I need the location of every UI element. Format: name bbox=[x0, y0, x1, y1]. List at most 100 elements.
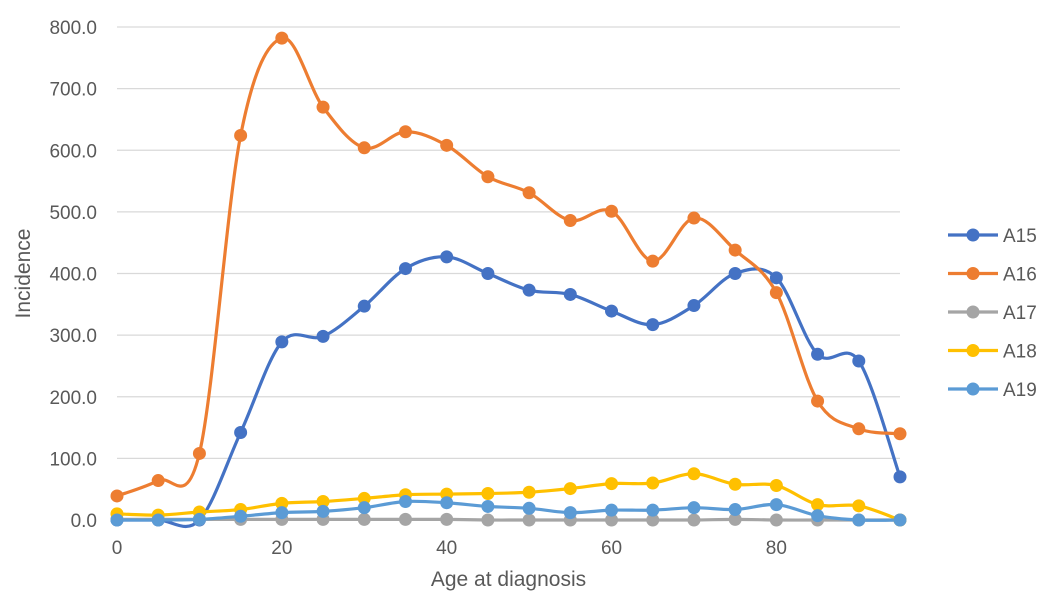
data-point-a15 bbox=[852, 354, 866, 368]
data-point-a15 bbox=[440, 250, 454, 264]
data-point-a16 bbox=[151, 474, 165, 488]
data-point-a17 bbox=[440, 512, 454, 526]
data-point-a16 bbox=[398, 125, 412, 139]
data-point-a18 bbox=[275, 496, 289, 510]
x-axis-tick-labels: 0 20 40 60 80 bbox=[112, 538, 787, 559]
y-tick-label: 700.0 bbox=[49, 80, 97, 101]
y-tick-label: 500.0 bbox=[49, 203, 97, 224]
x-axis-title: Age at diagnosis bbox=[431, 568, 586, 591]
legend-label-a16: A16 bbox=[1003, 265, 1037, 286]
data-point-a16 bbox=[687, 211, 701, 225]
data-point-a18 bbox=[605, 477, 619, 491]
legend-label-a18: A18 bbox=[1003, 342, 1037, 363]
data-point-a19 bbox=[893, 513, 907, 527]
data-point-a19 bbox=[398, 495, 412, 509]
data-point-a15 bbox=[687, 299, 701, 313]
data-point-a17 bbox=[769, 513, 783, 527]
data-point-a16 bbox=[522, 186, 536, 200]
y-axis-title: Incidence bbox=[12, 229, 35, 319]
data-point-a15 bbox=[522, 283, 536, 297]
series-markers bbox=[110, 31, 907, 527]
data-point-a17 bbox=[398, 512, 412, 526]
series-lines bbox=[115, 36, 902, 529]
series-markers-a19 bbox=[110, 495, 907, 527]
y-tick-label: 100.0 bbox=[49, 449, 97, 470]
data-point-a16 bbox=[893, 427, 907, 441]
data-point-a19 bbox=[563, 506, 577, 520]
gridlines bbox=[117, 26, 900, 521]
data-point-a17 bbox=[687, 513, 701, 527]
data-point-a15 bbox=[481, 267, 495, 280]
y-axis-tick-labels: 0.0 100.0 200.0 300.0 400.0 500.0 600.0 700.0 80… bbox=[49, 18, 97, 532]
data-point-a16 bbox=[481, 170, 495, 184]
data-point-a17 bbox=[481, 513, 495, 527]
legend-item-a15: A15 bbox=[948, 226, 1037, 247]
legend-label-a19: A19 bbox=[1003, 380, 1037, 401]
legend: A15 A16 A17 A18 A19 bbox=[948, 226, 1037, 401]
x-tick-label: 0 bbox=[112, 538, 123, 559]
y-tick-label: 400.0 bbox=[49, 265, 97, 286]
data-point-a15 bbox=[275, 335, 289, 349]
data-point-a15 bbox=[728, 267, 742, 280]
data-point-a19 bbox=[522, 501, 536, 515]
data-point-a19 bbox=[110, 513, 124, 527]
data-point-a16 bbox=[605, 204, 619, 218]
data-point-a19 bbox=[728, 503, 742, 517]
data-point-a16 bbox=[192, 446, 206, 460]
legend-marker-a19 bbox=[966, 382, 980, 396]
data-point-a15 bbox=[646, 318, 660, 332]
data-point-a16 bbox=[275, 31, 289, 45]
data-point-a16 bbox=[811, 394, 825, 408]
data-point-a18 bbox=[357, 491, 371, 505]
data-point-a17 bbox=[357, 512, 371, 526]
data-point-a15 bbox=[605, 304, 619, 318]
legend-marker-a16 bbox=[966, 267, 980, 280]
legend-item-a18: A18 bbox=[948, 342, 1037, 363]
data-point-a16 bbox=[646, 254, 660, 268]
data-point-a17 bbox=[605, 513, 619, 527]
data-point-a19 bbox=[646, 503, 660, 517]
data-point-a19 bbox=[605, 503, 619, 517]
data-point-a19 bbox=[357, 501, 371, 515]
data-point-a18 bbox=[811, 498, 825, 512]
data-point-a19 bbox=[852, 513, 866, 527]
data-point-a16 bbox=[234, 128, 248, 142]
data-point-a16 bbox=[316, 100, 330, 114]
data-point-a15 bbox=[563, 287, 577, 301]
data-point-a18 bbox=[852, 499, 866, 513]
y-tick-label: 200.0 bbox=[49, 388, 97, 409]
y-tick-label: 600.0 bbox=[49, 141, 97, 162]
data-point-a15 bbox=[398, 262, 412, 276]
data-point-a18 bbox=[646, 476, 660, 490]
series-line-a18 bbox=[115, 472, 902, 522]
x-tick-label: 40 bbox=[436, 538, 457, 559]
data-point-a16 bbox=[440, 138, 454, 152]
data-point-a15 bbox=[811, 347, 825, 361]
data-point-a15 bbox=[357, 299, 371, 313]
data-point-a19 bbox=[440, 496, 454, 510]
data-point-a16 bbox=[563, 214, 577, 228]
data-point-a18 bbox=[522, 485, 536, 499]
y-tick-label: 800.0 bbox=[49, 18, 97, 39]
data-point-a15 bbox=[234, 425, 248, 439]
data-point-a18 bbox=[728, 477, 742, 491]
data-point-a18 bbox=[769, 478, 783, 492]
data-point-a18 bbox=[563, 482, 577, 496]
x-tick-label: 20 bbox=[271, 538, 292, 559]
data-point-a19 bbox=[769, 498, 783, 512]
data-point-a19 bbox=[316, 504, 330, 518]
data-point-a18 bbox=[687, 467, 701, 481]
data-point-a18 bbox=[481, 487, 495, 501]
legend-marker-a17 bbox=[966, 305, 980, 319]
y-tick-label: 0.0 bbox=[71, 511, 97, 532]
legend-label-a17: A17 bbox=[1003, 303, 1037, 324]
y-tick-label: 300.0 bbox=[49, 326, 97, 347]
legend-marker-a18 bbox=[966, 344, 980, 357]
data-point-a16 bbox=[852, 422, 866, 436]
data-point-a15 bbox=[316, 329, 330, 343]
data-point-a17 bbox=[728, 512, 742, 526]
legend-item-a19: A19 bbox=[948, 380, 1037, 401]
data-point-a17 bbox=[646, 513, 660, 527]
data-point-a16 bbox=[728, 243, 742, 257]
legend-item-a17: A17 bbox=[948, 303, 1037, 324]
